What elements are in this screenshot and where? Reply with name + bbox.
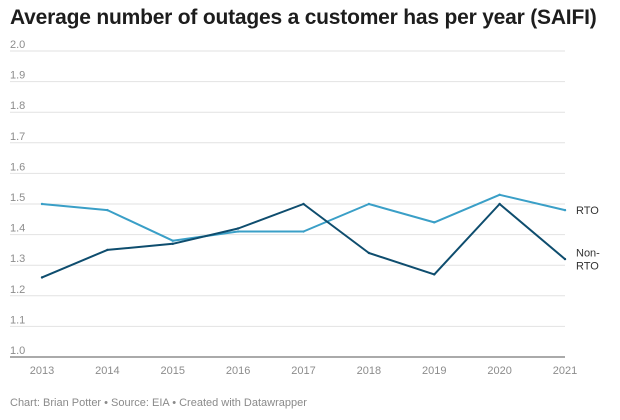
data-point-rto bbox=[433, 221, 436, 224]
chart-title: Average number of outages a customer has… bbox=[10, 6, 597, 29]
x-tick-label: 2021 bbox=[553, 365, 577, 377]
y-tick-label: 2.0 bbox=[10, 39, 25, 51]
chart-credit: Chart: Brian Potter • Source: EIA • Crea… bbox=[10, 397, 307, 409]
y-tick-label: 1.0 bbox=[10, 345, 25, 357]
data-point-non-rto bbox=[171, 242, 174, 245]
y-tick-label: 1.4 bbox=[10, 223, 25, 235]
data-point-rto bbox=[367, 202, 371, 206]
series-label-non-rto: RTO bbox=[576, 261, 599, 273]
data-point-rto bbox=[302, 230, 305, 233]
series-line-non-rto bbox=[41, 203, 566, 279]
y-tick-label: 1.5 bbox=[10, 192, 25, 204]
y-tick-label: 1.9 bbox=[10, 70, 25, 82]
data-point-non-rto bbox=[236, 227, 240, 230]
x-tick-label: 2016 bbox=[226, 365, 250, 377]
data-point-non-rto bbox=[367, 251, 371, 255]
x-tick-label: 2020 bbox=[487, 365, 511, 377]
data-point-non-rto bbox=[40, 276, 44, 279]
data-point-non-rto bbox=[563, 257, 567, 261]
data-point-non-rto bbox=[498, 202, 501, 206]
data-point-rto bbox=[171, 239, 174, 242]
data-point-rto bbox=[498, 193, 501, 197]
series-label-non-rto: Non- bbox=[576, 248, 600, 260]
y-tick-label: 1.6 bbox=[10, 161, 25, 173]
x-axis-tick-labels: 2013 2014 2015 2016 2017 2018 2019 2020 2021 bbox=[30, 365, 577, 377]
data-point-non-rto bbox=[106, 248, 109, 252]
series-label-rto: RTO bbox=[576, 205, 599, 217]
x-tick-label: 2017 bbox=[291, 365, 315, 377]
x-tick-label: 2015 bbox=[161, 365, 185, 377]
y-tick-label: 1.3 bbox=[10, 253, 25, 265]
data-point-rto bbox=[40, 202, 44, 206]
x-tick-label: 2013 bbox=[30, 365, 54, 377]
x-tick-label: 2018 bbox=[357, 365, 381, 377]
series-lines bbox=[40, 193, 567, 279]
data-point-rto bbox=[106, 208, 109, 212]
y-axis-tick-labels: 1.0 1.1 1.2 1.3 1.4 1.5 1.6 1.7 1.8 1.9 2.0 bbox=[10, 39, 25, 357]
y-tick-label: 1.7 bbox=[10, 131, 25, 143]
gridlines bbox=[10, 50, 565, 358]
data-point-non-rto bbox=[302, 202, 305, 206]
data-point-rto bbox=[236, 230, 240, 233]
x-tick-label: 2019 bbox=[422, 365, 446, 377]
y-tick-label: 1.8 bbox=[10, 100, 25, 112]
x-tick-label: 2014 bbox=[95, 365, 119, 377]
data-point-rto bbox=[563, 208, 567, 212]
data-point-non-rto bbox=[433, 273, 436, 276]
y-tick-label: 1.1 bbox=[10, 314, 25, 326]
y-tick-label: 1.2 bbox=[10, 284, 25, 296]
